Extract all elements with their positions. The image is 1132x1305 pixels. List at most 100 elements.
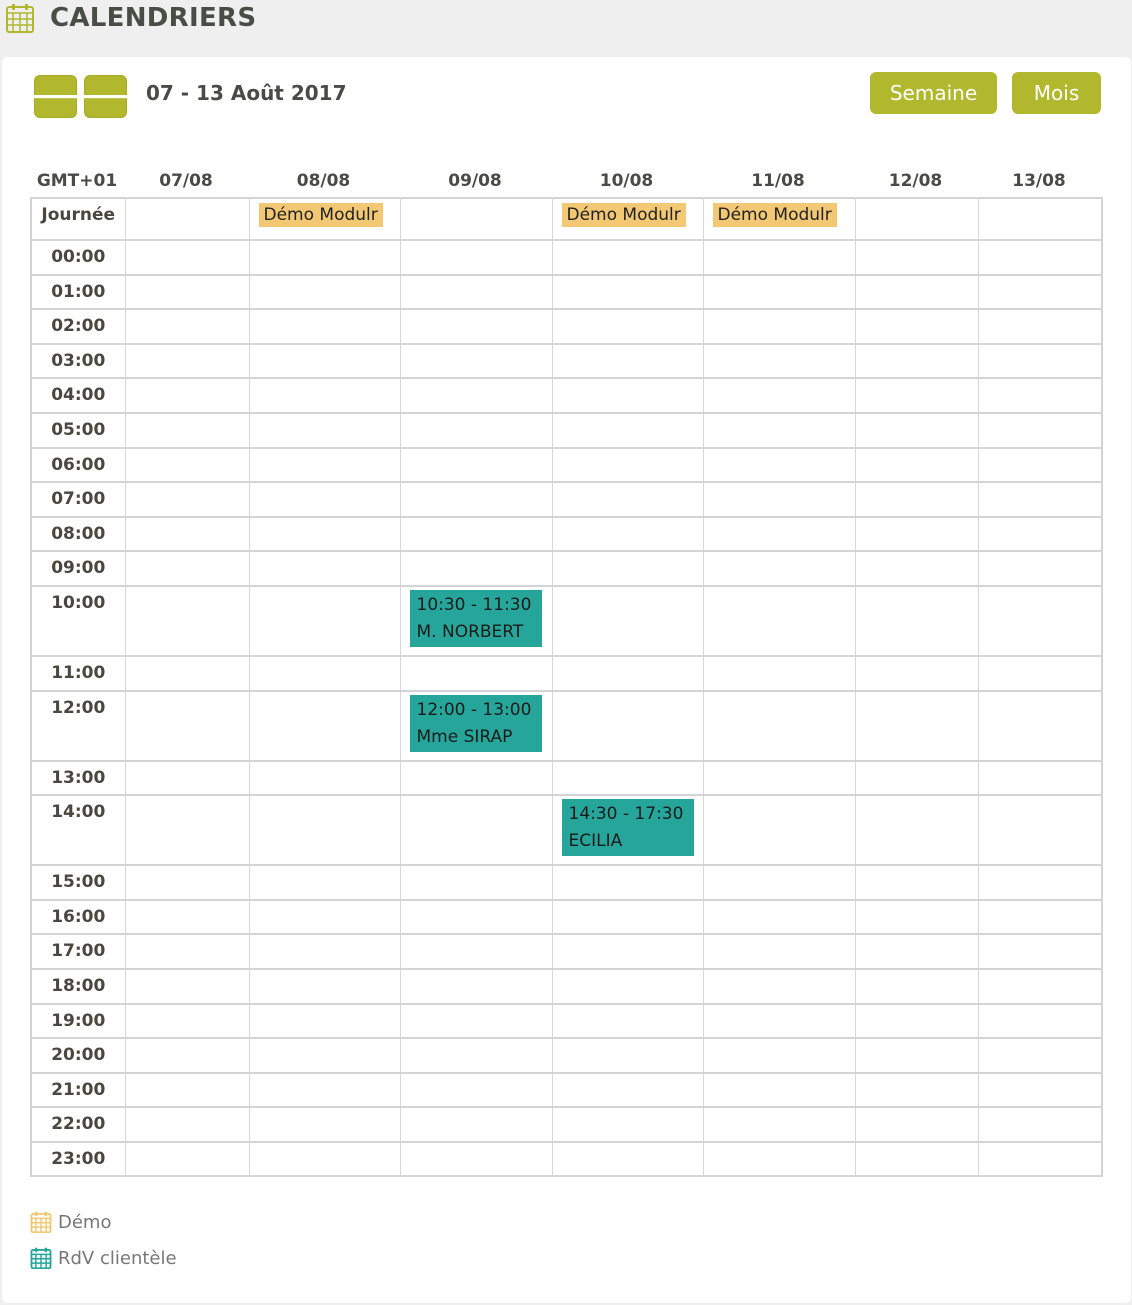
time-slot[interactable]	[124, 550, 250, 587]
time-slot[interactable]	[702, 654, 856, 692]
time-slot[interactable]	[399, 898, 553, 935]
time-slot[interactable]	[977, 1037, 1103, 1074]
time-slot[interactable]	[124, 411, 250, 449]
time-slot[interactable]	[551, 411, 704, 449]
time-slot[interactable]	[977, 794, 1103, 866]
time-slot[interactable]	[551, 933, 704, 970]
time-slot[interactable]	[702, 794, 856, 866]
time-slot[interactable]	[248, 654, 401, 692]
time-slot[interactable]	[248, 377, 401, 414]
time-slot[interactable]	[977, 1106, 1103, 1143]
time-slot[interactable]	[399, 759, 553, 796]
time-slot[interactable]	[399, 933, 553, 970]
allday-cell[interactable]: Démo Modulr	[702, 197, 856, 241]
time-slot[interactable]	[399, 377, 553, 414]
time-slot[interactable]	[248, 689, 401, 762]
time-slot[interactable]	[551, 1037, 704, 1074]
time-slot[interactable]	[399, 273, 553, 310]
time-slot[interactable]	[551, 689, 704, 762]
time-slot[interactable]	[124, 584, 250, 657]
time-slot[interactable]	[124, 689, 250, 762]
time-slot[interactable]	[702, 584, 856, 657]
time-slot[interactable]	[702, 689, 856, 762]
time-slot[interactable]	[702, 411, 856, 449]
time-slot[interactable]	[551, 1002, 704, 1039]
time-slot[interactable]	[248, 759, 401, 796]
time-slot[interactable]	[977, 898, 1103, 935]
time-slot[interactable]	[551, 239, 704, 276]
time-slot[interactable]	[551, 584, 704, 657]
time-slot[interactable]	[854, 967, 979, 1004]
time-slot[interactable]	[551, 1106, 704, 1143]
time-slot[interactable]	[854, 411, 979, 449]
time-slot[interactable]	[551, 654, 704, 692]
time-slot[interactable]	[977, 550, 1103, 587]
time-slot[interactable]	[702, 1002, 856, 1039]
time-slot[interactable]	[551, 967, 704, 1004]
time-slot[interactable]	[551, 864, 704, 901]
time-slot[interactable]	[854, 759, 979, 796]
time-slot[interactable]	[248, 342, 401, 379]
time-slot[interactable]	[124, 794, 250, 866]
time-slot[interactable]	[702, 481, 856, 518]
time-slot[interactable]	[702, 898, 856, 935]
time-slot[interactable]	[399, 1106, 553, 1143]
time-slot[interactable]	[702, 1140, 856, 1177]
time-slot[interactable]	[124, 481, 250, 518]
time-slot[interactable]	[702, 1106, 856, 1143]
time-slot[interactable]	[124, 759, 250, 796]
time-slot[interactable]	[977, 273, 1103, 310]
time-slot[interactable]	[399, 239, 553, 276]
time-slot[interactable]	[977, 967, 1103, 1004]
time-slot[interactable]	[124, 864, 250, 901]
time-slot[interactable]	[399, 481, 553, 518]
time-slot[interactable]	[124, 1106, 250, 1143]
time-slot[interactable]	[551, 446, 704, 483]
allday-cell[interactable]	[124, 197, 250, 241]
time-slot[interactable]	[702, 308, 856, 345]
time-slot[interactable]	[248, 308, 401, 345]
time-slot[interactable]	[124, 1037, 250, 1074]
time-slot[interactable]	[124, 515, 250, 552]
time-slot[interactable]	[248, 794, 401, 866]
time-slot[interactable]	[854, 273, 979, 310]
time-slot[interactable]	[248, 481, 401, 518]
time-slot[interactable]	[124, 898, 250, 935]
time-slot[interactable]	[854, 584, 979, 657]
time-slot[interactable]	[977, 411, 1103, 449]
time-slot[interactable]	[124, 654, 250, 692]
time-slot[interactable]	[399, 446, 553, 483]
time-slot[interactable]	[977, 1140, 1103, 1177]
allday-cell[interactable]	[399, 197, 553, 241]
time-slot[interactable]	[399, 864, 553, 901]
time-slot[interactable]	[702, 342, 856, 379]
time-slot[interactable]	[854, 515, 979, 552]
time-slot[interactable]	[854, 864, 979, 901]
allday-cell[interactable]: Démo Modulr	[551, 197, 704, 241]
time-slot[interactable]	[977, 342, 1103, 379]
time-slot[interactable]	[702, 1071, 856, 1108]
time-slot[interactable]	[248, 1106, 401, 1143]
time-slot[interactable]	[551, 1071, 704, 1108]
time-slot[interactable]	[124, 1140, 250, 1177]
time-slot[interactable]	[551, 308, 704, 345]
time-slot[interactable]	[854, 689, 979, 762]
time-slot[interactable]	[702, 515, 856, 552]
legend-item[interactable]: RdV clientèle	[30, 1247, 177, 1269]
time-slot[interactable]	[399, 794, 553, 866]
time-slot[interactable]	[399, 654, 553, 692]
time-slot[interactable]	[399, 515, 553, 552]
time-slot[interactable]	[124, 377, 250, 414]
time-slot[interactable]	[248, 273, 401, 310]
time-slot[interactable]	[551, 273, 704, 310]
time-slot[interactable]	[977, 933, 1103, 970]
time-slot[interactable]	[854, 342, 979, 379]
time-slot[interactable]	[854, 898, 979, 935]
time-slot[interactable]	[248, 898, 401, 935]
time-slot[interactable]	[248, 933, 401, 970]
time-slot[interactable]	[854, 794, 979, 866]
time-slot[interactable]	[248, 550, 401, 587]
time-slot[interactable]	[702, 864, 856, 901]
time-slot[interactable]	[551, 898, 704, 935]
time-slot[interactable]	[124, 1071, 250, 1108]
